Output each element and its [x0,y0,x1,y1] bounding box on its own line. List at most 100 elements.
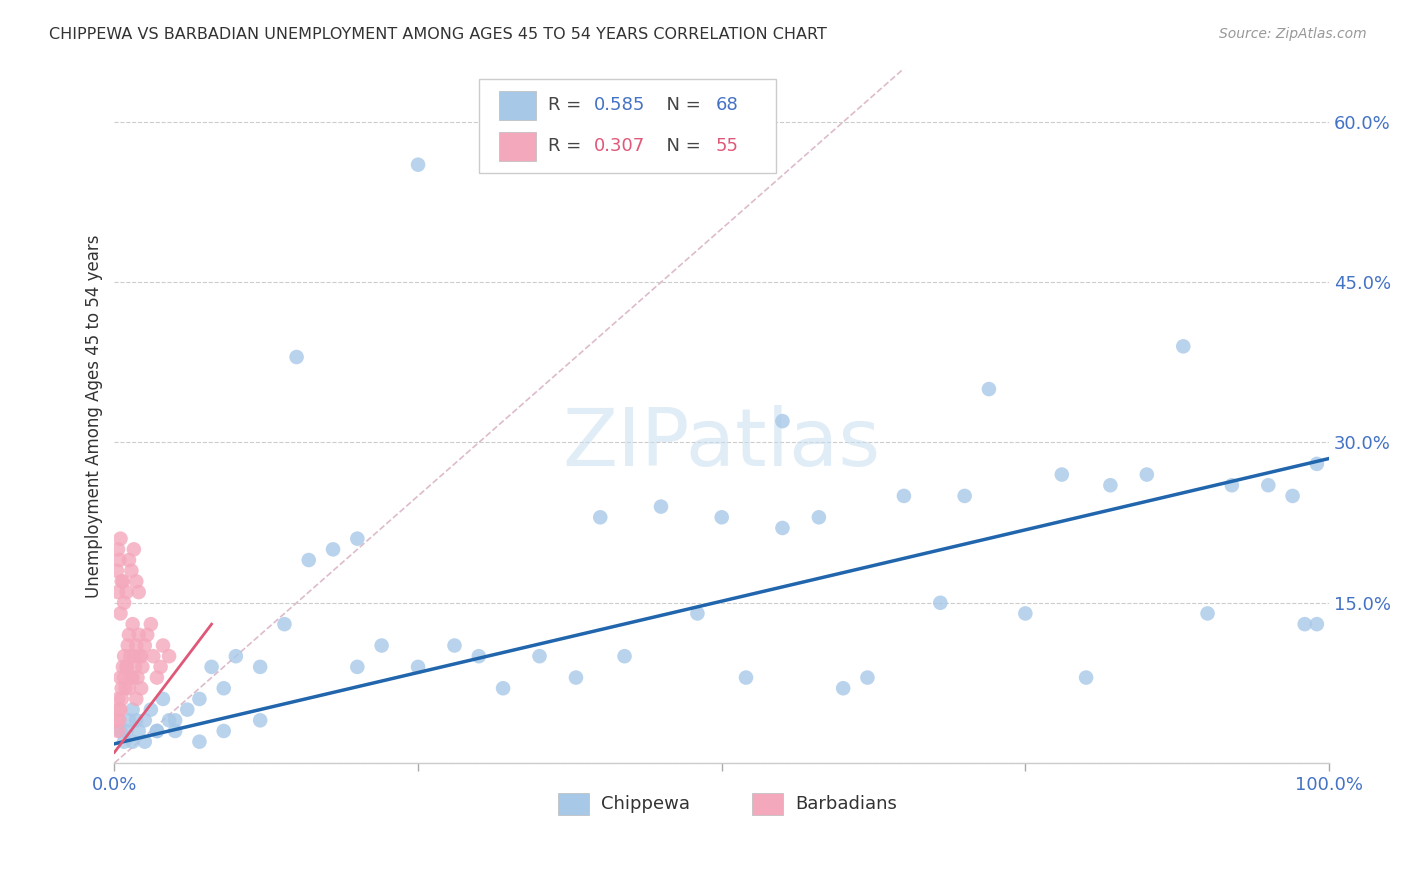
Point [273,617,295,632]
Point [1050,467,1073,482]
Point [142,649,165,664]
Point [114,681,136,696]
Point [468,649,491,664]
Point [249,660,271,674]
Point [165,723,187,738]
Point [111,574,134,589]
Point [110,723,132,738]
Point [346,532,368,546]
Point [146,723,169,738]
Point [127,671,149,685]
Point [124,660,146,674]
Point [176,703,198,717]
Point [121,617,143,632]
Point [1294,617,1316,632]
Point [107,542,129,557]
Point [134,714,156,728]
Point [1257,478,1279,492]
Point [111,660,134,674]
Point [710,510,733,524]
Point [139,617,162,632]
Point [139,703,162,717]
Point [165,714,187,728]
Point [1281,489,1303,503]
Point [134,734,156,748]
Point [807,510,830,524]
Point [128,723,150,738]
Point [1220,478,1243,492]
Point [129,681,152,696]
Point [125,692,148,706]
Y-axis label: Unemployment Among Ages 45 to 54 years: Unemployment Among Ages 45 to 54 years [86,234,103,598]
Point [650,500,672,514]
Point [188,692,211,706]
Point [112,734,135,748]
Point [121,703,143,717]
Point [370,639,392,653]
Point [115,660,138,674]
Point [1014,607,1036,621]
Text: 55: 55 [716,137,738,155]
Point [772,521,794,535]
Text: 0.307: 0.307 [595,137,645,155]
Point [212,723,235,738]
Text: 0.585: 0.585 [595,96,645,114]
Point [772,414,794,428]
Point [122,649,145,664]
Point [105,564,128,578]
Point [125,574,148,589]
FancyBboxPatch shape [499,91,536,120]
Point [136,628,159,642]
Point [977,382,1000,396]
Point [120,649,142,664]
Point [121,671,143,685]
Point [1074,671,1097,685]
Point [110,671,132,685]
Text: R =: R = [548,96,588,114]
Point [249,714,271,728]
Point [134,639,156,653]
Point [111,692,134,706]
Point [120,671,142,685]
FancyBboxPatch shape [558,793,589,815]
Point [149,660,172,674]
Point [893,489,915,503]
Point [105,714,128,728]
Point [122,542,145,557]
Point [953,489,976,503]
Text: 68: 68 [716,96,738,114]
Point [443,639,465,653]
Point [225,649,247,664]
Point [111,574,134,589]
Point [285,350,308,364]
Point [118,628,141,642]
Point [929,596,952,610]
Point [111,681,134,696]
Point [128,628,150,642]
Point [108,714,131,728]
Point [1173,339,1195,353]
Point [108,553,131,567]
Point [107,723,129,738]
Point [146,671,169,685]
Point [129,649,152,664]
Point [115,585,138,599]
Point [613,649,636,664]
Point [188,734,211,748]
FancyBboxPatch shape [479,78,776,173]
Point [120,564,142,578]
Point [115,723,138,738]
Text: N =: N = [655,96,706,114]
FancyBboxPatch shape [752,793,783,815]
Point [322,542,344,557]
Text: N =: N = [655,137,706,155]
Point [125,714,148,728]
Point [118,553,141,567]
Point [1099,478,1122,492]
Point [152,692,174,706]
Point [118,681,141,696]
Point [152,639,174,653]
Point [298,553,321,567]
Point [565,671,588,685]
Point [1197,607,1219,621]
